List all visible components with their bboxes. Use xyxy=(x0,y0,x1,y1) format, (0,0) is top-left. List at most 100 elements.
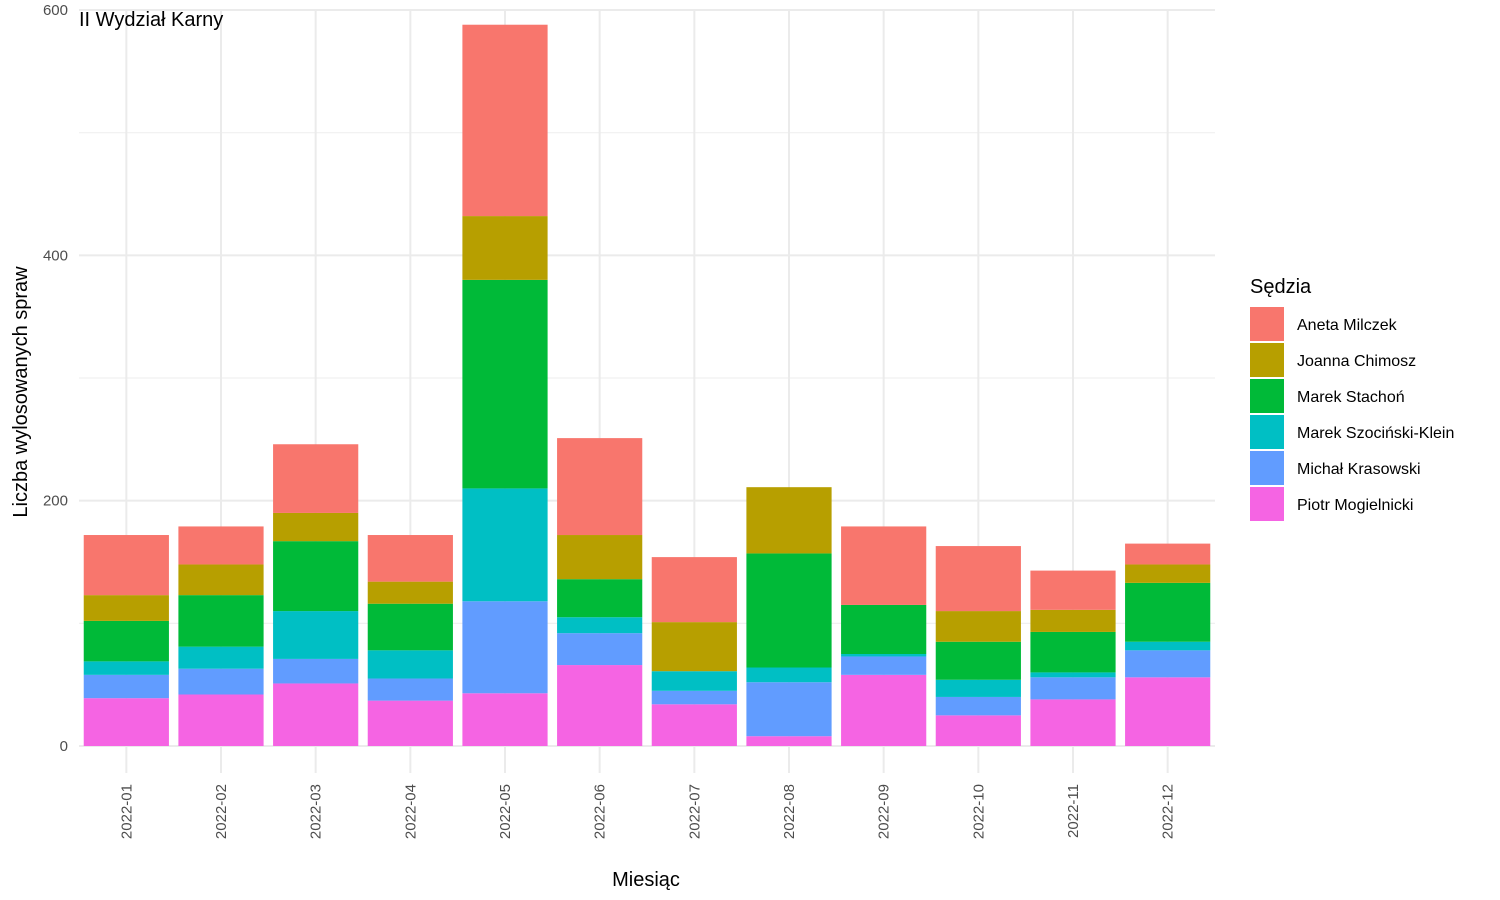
legend-label: Marek Szociński-Klein xyxy=(1297,425,1454,442)
bar-segment xyxy=(651,557,737,623)
bar-segment xyxy=(935,546,1021,612)
x-tick-label: 2022-09 xyxy=(876,784,893,839)
bar-segment xyxy=(746,682,832,737)
bar-segment xyxy=(651,690,737,705)
bar-segment xyxy=(841,656,927,675)
x-tick-label: 2022-08 xyxy=(781,784,798,839)
legend-label: Joanna Chimosz xyxy=(1297,353,1416,370)
bar-segment xyxy=(462,488,548,602)
bar-segment xyxy=(273,658,359,684)
bar-segment xyxy=(178,646,264,669)
bar-segment xyxy=(651,622,737,672)
legend-items: Aneta Milczek Joanna Chimosz Marek Stachoń… xyxy=(1250,307,1454,521)
x-tick-label: 2022-03 xyxy=(308,784,325,839)
bar-segment xyxy=(841,604,927,655)
y-tick-labels: 0 200 400 600 xyxy=(43,2,68,755)
bar-segment xyxy=(1125,543,1211,565)
bar-segment xyxy=(557,617,643,634)
bar-segment xyxy=(557,438,643,536)
bar-segment xyxy=(273,611,359,659)
bar-segment xyxy=(841,674,927,747)
chart-title: II Wydział Karny xyxy=(79,9,223,31)
bar-segment xyxy=(746,736,832,747)
bar-segment xyxy=(841,526,927,605)
bar-segment xyxy=(557,633,643,666)
legend-key xyxy=(1250,415,1284,449)
bar-segment xyxy=(1125,564,1211,583)
legend-label: Aneta Milczek xyxy=(1297,317,1398,334)
bar-segment xyxy=(557,579,643,618)
bars xyxy=(83,24,1211,747)
y-tick-label: 600 xyxy=(43,2,68,19)
x-tick-label: 2022-07 xyxy=(686,784,703,839)
bar-segment xyxy=(935,715,1021,747)
bar-segment xyxy=(557,535,643,580)
bar-segment xyxy=(178,668,264,695)
bar-segment xyxy=(273,444,359,513)
bar-segment xyxy=(367,581,453,604)
bar-segment xyxy=(83,535,169,596)
bar-segment xyxy=(1125,677,1211,747)
legend-label: Piotr Mogielnicki xyxy=(1297,497,1413,514)
bar-segment xyxy=(178,564,264,596)
y-tick-label: 200 xyxy=(43,493,68,510)
x-tick-label: 2022-05 xyxy=(497,784,514,839)
legend: Sędzia Aneta Milczek Joanna Chimosz Marek … xyxy=(1250,276,1454,521)
bar-segment xyxy=(367,650,453,679)
bar-segment xyxy=(83,661,169,675)
bar-segment xyxy=(83,620,169,662)
y-tick-label: 0 xyxy=(60,738,68,755)
bar-segment xyxy=(273,683,359,747)
bar-segment xyxy=(746,487,832,554)
bar-segment xyxy=(462,693,548,747)
bar-segment xyxy=(1030,699,1116,747)
bar-segment xyxy=(1030,609,1116,632)
x-tick-label: 2022-04 xyxy=(402,784,419,839)
legend-key xyxy=(1250,451,1284,485)
x-tick-labels: 2022-01 2022-02 2022-03 2022-04 2022-05 2022-… xyxy=(118,784,1176,839)
x-tick-label: 2022-11 xyxy=(1065,784,1082,838)
bar-segment xyxy=(651,671,737,691)
bar-segment xyxy=(462,279,548,489)
bar-segment xyxy=(1125,641,1211,651)
x-tick-label: 2022-10 xyxy=(970,784,987,839)
bar-segment xyxy=(367,678,453,701)
legend-key xyxy=(1250,307,1284,341)
legend-key xyxy=(1250,487,1284,521)
legend-label: Marek Stachoń xyxy=(1297,389,1405,406)
x-tick-label: 2022-02 xyxy=(213,784,230,839)
bar-segment xyxy=(462,216,548,280)
bar-segment xyxy=(83,674,169,699)
bar-segment xyxy=(178,526,264,565)
bar-segment xyxy=(746,667,832,683)
bar-segment xyxy=(83,595,169,621)
bar-segment xyxy=(1030,631,1116,673)
bar-segment xyxy=(367,700,453,747)
x-tick-label: 2022-06 xyxy=(592,784,609,839)
bar-segment xyxy=(841,654,927,657)
x-tick-label: 2022-01 xyxy=(118,784,135,839)
bar-segment xyxy=(83,698,169,747)
bar-segment xyxy=(178,694,264,747)
bar-segment xyxy=(178,595,264,647)
bar-segment xyxy=(462,24,548,217)
bar-segment xyxy=(651,704,737,747)
bar-segment xyxy=(935,611,1021,642)
bar-segment xyxy=(1125,582,1211,642)
y-tick-label: 400 xyxy=(43,247,68,264)
bar-segment xyxy=(273,541,359,612)
bar-segment xyxy=(462,601,548,694)
x-tick-label: 2022-12 xyxy=(1160,784,1177,839)
bar-segment xyxy=(273,512,359,542)
y-axis-title: Liczba wylosowanych spraw xyxy=(10,266,32,518)
bar-segment xyxy=(1030,672,1116,678)
bar-segment xyxy=(557,665,643,747)
bar-segment xyxy=(1030,570,1116,610)
bar-segment xyxy=(1125,650,1211,678)
bar-segment xyxy=(935,679,1021,697)
legend-key xyxy=(1250,379,1284,413)
bar-segment xyxy=(935,696,1021,716)
x-axis-title: Miesiąc xyxy=(612,869,680,891)
bar-segment xyxy=(1030,677,1116,700)
